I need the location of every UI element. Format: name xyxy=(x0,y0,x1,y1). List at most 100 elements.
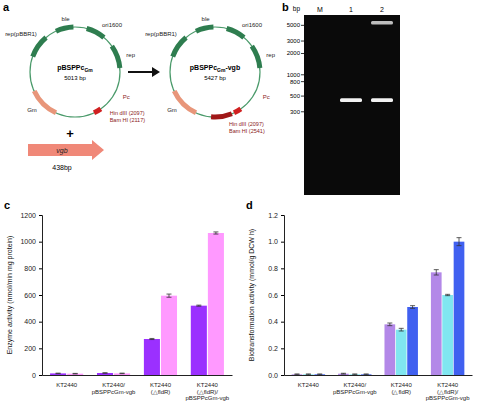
y-tick-label: 800 xyxy=(24,265,36,272)
error-cap xyxy=(120,373,125,374)
insert-arrow xyxy=(28,140,104,160)
plasmid-label: ble xyxy=(202,16,211,22)
y-tick: 1000 xyxy=(20,238,42,245)
bars xyxy=(292,238,465,375)
error-cap xyxy=(387,323,392,324)
x-tick-label: KT2440/pBSPPcGm-vgb xyxy=(92,382,136,395)
error-cap xyxy=(103,372,108,373)
error-cap xyxy=(166,297,171,298)
panel-letter: c xyxy=(4,199,10,211)
error-cap xyxy=(387,325,392,326)
y-tick-mark xyxy=(281,375,284,376)
bar xyxy=(396,330,407,375)
gel-band xyxy=(371,98,393,102)
error-cap xyxy=(196,306,201,307)
plasmid-size: 5013 bp xyxy=(64,75,86,81)
error-bar xyxy=(306,373,311,375)
y-tick: 1.0 xyxy=(268,238,284,245)
y-tick-mark xyxy=(39,268,42,269)
insert-name: vgb xyxy=(56,147,67,155)
y-axis-title: Biotransformation activity (mmol/g DCW h… xyxy=(248,229,256,361)
y-tick-label: 0.4 xyxy=(268,318,278,325)
plasmid-backbone xyxy=(170,27,260,117)
ladder-tick xyxy=(301,81,304,82)
plasmid-name: pBSPPcGm xyxy=(57,64,93,73)
error-bar xyxy=(120,373,125,375)
y-tick: 200 xyxy=(24,345,42,352)
x-tick-label: KT2440(△fldR) xyxy=(391,382,413,395)
error-bar xyxy=(166,294,171,297)
error-bar xyxy=(294,373,299,375)
plasmid-label: Hin dIII (2097) xyxy=(229,121,264,127)
plasmid-label: Bam HI (2117) xyxy=(110,117,146,123)
bar xyxy=(338,374,349,375)
x-axis: KT2440 KT2440/pBSPPcGm-vgb KT2440(△fldR) KT… xyxy=(43,375,233,401)
bar xyxy=(349,374,360,375)
error-cap xyxy=(364,374,369,375)
plasmid-feature xyxy=(55,25,74,34)
error-cap xyxy=(341,373,346,374)
x-axis-line xyxy=(285,375,473,376)
y-tick-mark xyxy=(281,348,284,349)
error-line xyxy=(459,238,460,246)
plasmid-name: pBSPPcGm-vgb xyxy=(190,64,240,73)
error-bar xyxy=(364,373,369,375)
y-tick-label: 1200 xyxy=(20,212,36,219)
ladder-tick xyxy=(301,74,304,75)
error-cap xyxy=(434,275,439,276)
x-tick: KT2440 xyxy=(56,375,78,388)
error-cap xyxy=(103,373,108,374)
plasmid-backbone xyxy=(30,27,120,117)
y-tick-mark xyxy=(39,215,42,216)
bar xyxy=(314,374,325,375)
error-cap xyxy=(196,305,201,306)
error-cap xyxy=(352,373,357,374)
plasmid-feature xyxy=(30,36,47,58)
error-cap xyxy=(352,374,357,375)
x-tick-label: KT2440(△fldR)/pBSPPcGm-vgb xyxy=(186,382,230,401)
error-cap xyxy=(399,328,404,329)
error-line xyxy=(436,270,437,275)
gel-band xyxy=(371,21,393,25)
y-tick-mark xyxy=(281,295,284,296)
error-bar xyxy=(341,373,346,375)
plasmid-size: 5427 bp xyxy=(204,75,226,81)
plasmid-label: rep(pBBR1) xyxy=(145,31,177,37)
plasmid-label: ori1600 xyxy=(102,22,123,28)
y-axis: 020040060080010001200 xyxy=(20,212,42,379)
error-cap xyxy=(410,305,415,306)
error-cap xyxy=(364,373,369,374)
y-tick-mark xyxy=(39,322,42,323)
error-cap xyxy=(410,308,415,309)
y-tick-mark xyxy=(39,242,42,243)
ladder-label: 1000 xyxy=(287,72,301,78)
y-tick-mark xyxy=(281,268,284,269)
error-bar xyxy=(445,294,450,295)
error-cap xyxy=(457,245,462,246)
x-tick: KT2440(△fldR)/pBSPPcGm-vgb xyxy=(426,375,470,401)
plasmid: bleori1600reprep(pBBR1)GmPcHin dIII (209… xyxy=(145,16,276,134)
bar xyxy=(454,242,465,375)
error-line xyxy=(168,294,169,297)
plasmid-label: Gm xyxy=(27,107,37,113)
error-bar xyxy=(73,373,78,375)
x-tick-label: KT2440 xyxy=(56,382,78,388)
y-tick: 0.8 xyxy=(268,265,284,272)
error-cap xyxy=(317,374,322,375)
bar xyxy=(114,373,130,375)
bar xyxy=(191,306,207,375)
plasmid-label: ori1600 xyxy=(242,22,263,28)
y-tick-mark xyxy=(39,348,42,349)
error-cap xyxy=(149,339,154,340)
error-cap xyxy=(294,373,299,374)
error-bar xyxy=(317,373,322,375)
error-bar xyxy=(352,373,357,375)
x-tick-label: KT2440/pBSPPcGm-vgb xyxy=(333,382,377,395)
x-tick: KT2440 xyxy=(298,375,320,388)
bar xyxy=(292,374,303,375)
error-cap xyxy=(120,373,125,374)
ladder-label: 500 xyxy=(290,93,301,99)
panel-letter: d xyxy=(246,199,253,211)
error-cap xyxy=(149,338,154,339)
x-tick: KT2440(△fldR) xyxy=(150,375,172,395)
